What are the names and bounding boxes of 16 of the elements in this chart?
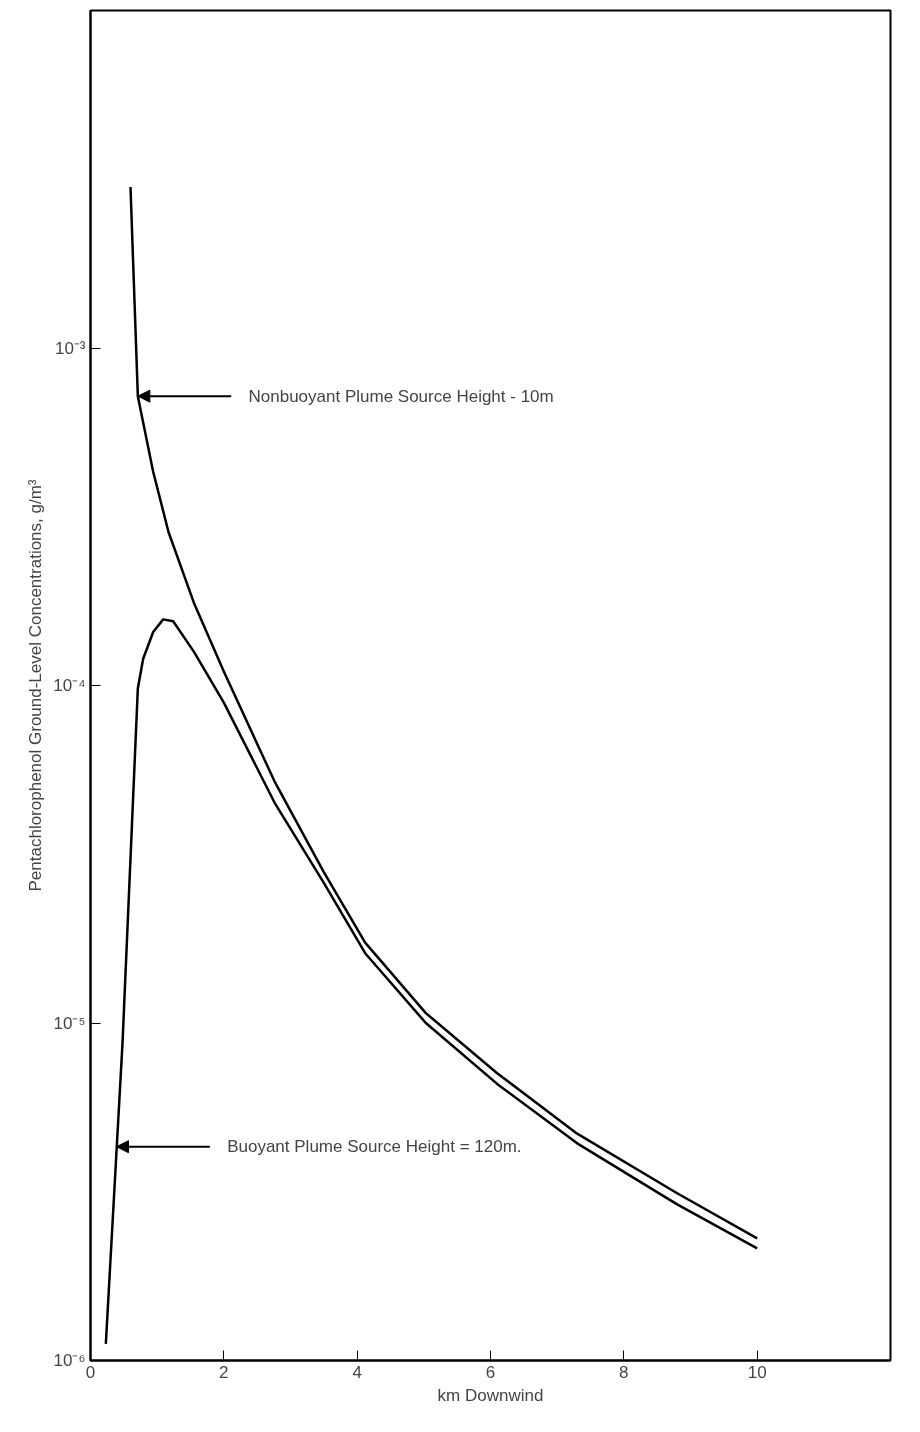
x-tick-label: 6	[485, 1362, 496, 1382]
annotation: Nonbuoyant Plume Source Height - 10m	[248, 386, 554, 406]
line-series	[104, 618, 759, 1346]
y-tick-label: 10⁻³	[54, 338, 86, 358]
y-tick-label: 10⁻⁶	[53, 1351, 86, 1370]
x-tick-label: 10	[747, 1362, 767, 1382]
y-axis-title: Pentachlorophenol Ground-Level Concentrations, g/m³	[26, 479, 46, 892]
x-axis-title: km Downwind	[437, 1385, 544, 1405]
x-tick-label: 2	[219, 1362, 229, 1382]
y-tick-label: 10⁻⁵	[53, 1013, 86, 1033]
line-series	[129, 185, 759, 1240]
annotation: Buoyant Plume Source Height = 120m.	[227, 1137, 522, 1157]
x-tick-label: 4	[352, 1362, 362, 1382]
y-tick-label: 10⁻⁴	[53, 676, 86, 695]
x-tick-label: 0	[85, 1362, 96, 1382]
x-tick-label: 8	[619, 1362, 629, 1382]
